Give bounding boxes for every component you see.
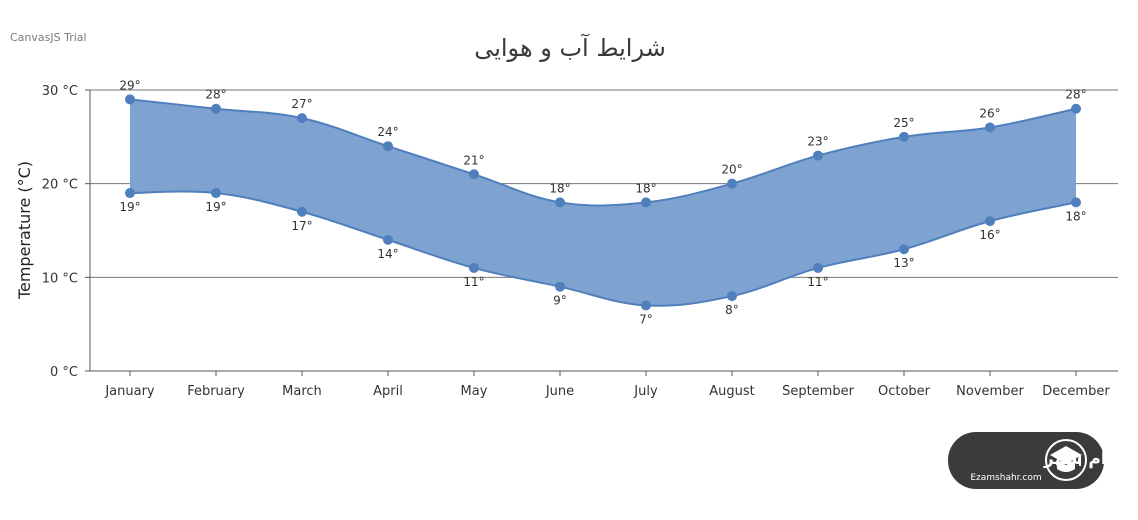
- y-tick-labels: 0 °C 10 °C 20 °C 30 °C: [42, 84, 78, 380]
- high-point-april[interactable]: [383, 141, 393, 152]
- graduation-cap-icon: [1045, 439, 1087, 481]
- y-tick-label-3: 30 °C: [42, 84, 78, 99]
- low-label-january: 19°: [119, 200, 140, 214]
- low-point-october[interactable]: [899, 244, 909, 255]
- high-label-january: 29°: [119, 78, 140, 92]
- low-label-june: 9°: [553, 294, 567, 308]
- high-point-november[interactable]: [985, 122, 995, 133]
- x-tick-label-august: August: [709, 384, 755, 399]
- low-label-october: 13°: [893, 256, 914, 270]
- y-tick-label-0: 0 °C: [50, 365, 78, 380]
- low-label-august: 8°: [725, 303, 739, 317]
- low-point-may[interactable]: [469, 262, 479, 273]
- high-point-august[interactable]: [727, 178, 737, 189]
- y-axis-label: Temperature (°C): [15, 161, 34, 300]
- low-point-june[interactable]: [555, 281, 565, 292]
- low-label-march: 17°: [291, 219, 312, 233]
- high-line: [129, 98, 1077, 207]
- low-point-february[interactable]: [211, 188, 221, 199]
- x-tick-label-january: January: [104, 384, 155, 399]
- high-point-january[interactable]: [125, 94, 135, 105]
- high-point-september[interactable]: [813, 150, 823, 161]
- low-point-january[interactable]: [125, 188, 135, 199]
- low-point-march[interactable]: [297, 206, 307, 217]
- low-label-september: 11°: [807, 275, 828, 289]
- high-label-may: 21°: [463, 153, 484, 167]
- brand-badge: اعزام شهر Ezamshahr.com: [948, 432, 1135, 489]
- x-tick-label-march: March: [282, 384, 322, 399]
- badge-text: اعزام شهر: [1043, 449, 1135, 469]
- high-label-march: 27°: [291, 97, 312, 111]
- y-tick-label-1: 10 °C: [42, 271, 78, 286]
- x-tick-label-april: April: [373, 384, 403, 399]
- high-point-march[interactable]: [297, 113, 307, 124]
- low-point-august[interactable]: [727, 291, 737, 302]
- high-label-november: 26°: [979, 106, 1000, 120]
- high-point-june[interactable]: [555, 197, 565, 208]
- range-area: [129, 98, 1077, 307]
- high-label-july: 18°: [635, 181, 656, 195]
- high-label-april: 24°: [377, 125, 398, 139]
- high-point-december[interactable]: [1071, 103, 1081, 114]
- low-label-july: 7°: [639, 312, 653, 326]
- y-tick-label-2: 20 °C: [42, 178, 78, 193]
- range-area-fill: [130, 99, 1076, 306]
- low-point-july[interactable]: [641, 300, 651, 311]
- chart-title: شرایط آب و هوایی: [474, 33, 666, 62]
- high-point-may[interactable]: [469, 169, 479, 180]
- high-point-february[interactable]: [211, 103, 221, 114]
- high-label-june: 18°: [549, 181, 570, 195]
- x-tick-label-november: November: [956, 384, 1024, 399]
- low-point-november[interactable]: [985, 216, 995, 227]
- x-tick-label-june: June: [545, 384, 574, 399]
- x-tick-label-july: July: [633, 384, 658, 399]
- low-point-september[interactable]: [813, 262, 823, 273]
- axes: [85, 89, 1118, 376]
- low-label-december: 18°: [1065, 209, 1086, 223]
- high-label-august: 20°: [721, 163, 742, 177]
- low-line: [129, 190, 1077, 307]
- high-point-october[interactable]: [899, 131, 909, 142]
- high-label-october: 25°: [893, 116, 914, 130]
- high-label-september: 23°: [807, 135, 828, 149]
- x-tick-label-october: October: [878, 384, 931, 399]
- x-tick-label-december: December: [1042, 384, 1110, 399]
- high-label-december: 28°: [1065, 88, 1086, 102]
- low-label-november: 16°: [979, 228, 1000, 242]
- badge-background: [948, 432, 1104, 489]
- data-markers: [125, 94, 1081, 311]
- low-label-april: 14°: [377, 247, 398, 261]
- high-label-february: 28°: [205, 88, 226, 102]
- low-label-may: 11°: [463, 275, 484, 289]
- high-point-july[interactable]: [641, 197, 651, 208]
- x-tick-labels: January February March April May June July Augu…: [104, 384, 1110, 399]
- data-labels: 29° 28° 27° 24° 21° 18° 18° 20° 23° 25° 26° 28° 19° 1…: [119, 78, 1086, 326]
- badge-subtext: Ezamshahr.com: [970, 473, 1041, 483]
- low-point-april[interactable]: [383, 234, 393, 245]
- trial-watermark: CanvasJS Trial: [10, 31, 87, 44]
- x-tick-label-february: February: [187, 384, 245, 399]
- low-point-december[interactable]: [1071, 197, 1081, 208]
- low-label-february: 19°: [205, 200, 226, 214]
- x-tick-label-may: May: [461, 384, 488, 399]
- x-tick-label-september: September: [782, 384, 855, 399]
